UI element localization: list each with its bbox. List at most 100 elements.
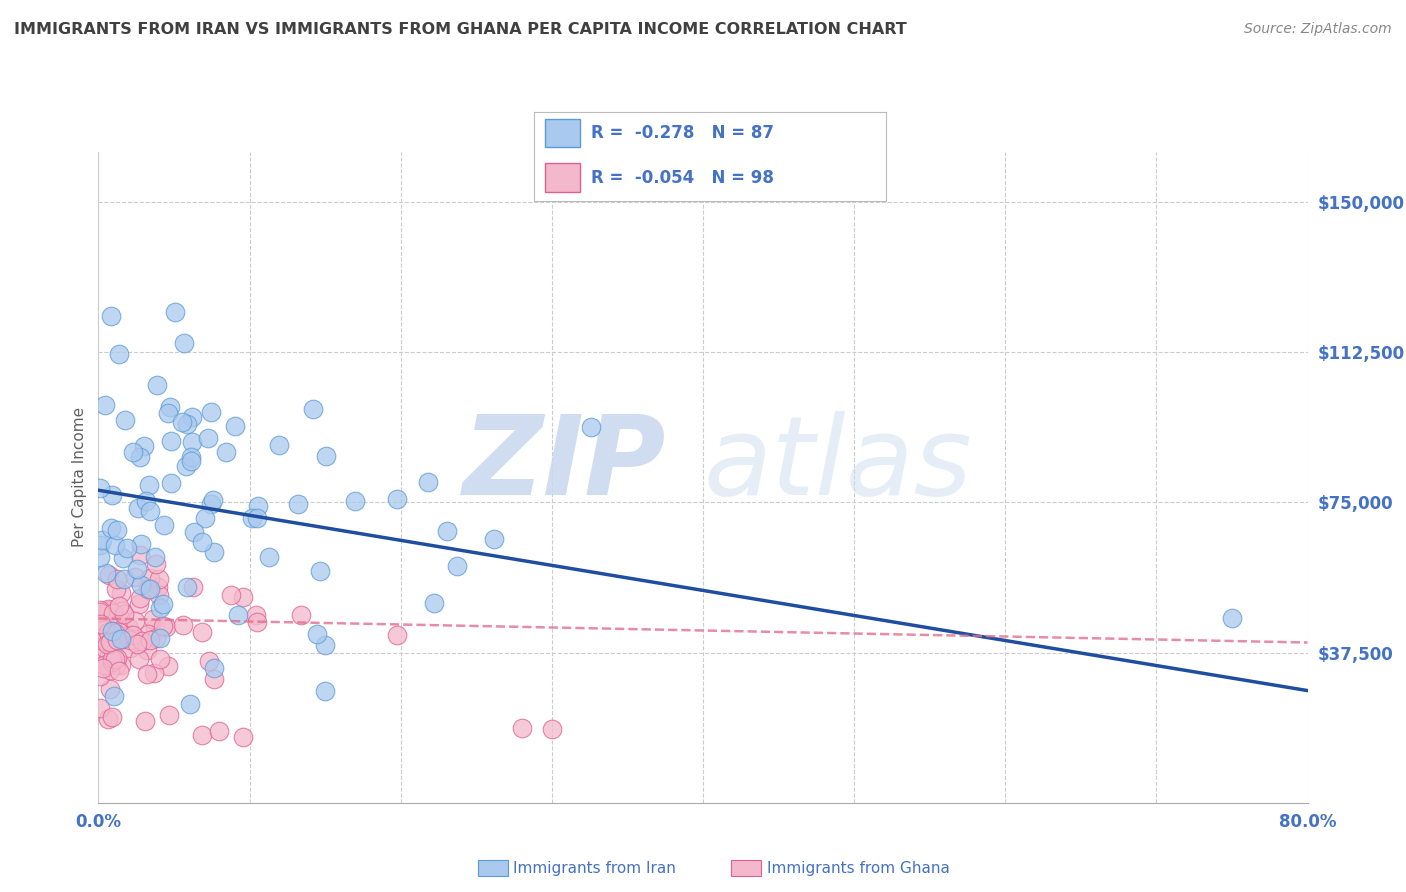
Point — [100, 309, 122, 323]
Point — [540, 723, 562, 737]
Point — [197, 431, 219, 445]
Point — [100, 521, 122, 535]
Point — [423, 596, 446, 610]
Point — [110, 586, 132, 600]
Point — [94, 566, 117, 580]
Point — [105, 523, 128, 537]
Text: R =  -0.278   N = 87: R = -0.278 N = 87 — [591, 124, 773, 142]
Point — [93, 658, 115, 673]
Point — [146, 377, 169, 392]
Point — [111, 551, 134, 566]
Point — [94, 398, 117, 412]
Point — [224, 418, 246, 433]
Point — [134, 439, 156, 453]
Point — [149, 600, 172, 615]
Point — [89, 538, 111, 552]
Point — [153, 518, 176, 533]
Point — [202, 661, 225, 675]
Point — [108, 599, 131, 614]
Point — [89, 549, 111, 564]
Point — [228, 608, 250, 623]
Point — [122, 445, 145, 459]
Point — [246, 499, 269, 513]
Point — [139, 572, 162, 586]
Point — [200, 497, 222, 511]
Point — [159, 434, 181, 449]
Point — [180, 450, 202, 464]
Point — [191, 625, 214, 640]
Point — [315, 449, 337, 463]
Point — [176, 580, 198, 594]
Point — [135, 494, 157, 508]
Point — [301, 402, 323, 417]
Point — [180, 454, 202, 468]
Point — [510, 721, 533, 735]
Point — [103, 606, 125, 620]
Point — [172, 415, 194, 429]
Point — [98, 682, 121, 697]
Point — [101, 655, 124, 669]
Point — [124, 570, 146, 584]
Point — [314, 683, 336, 698]
Point — [152, 618, 174, 632]
Point — [107, 664, 129, 678]
Point — [127, 501, 149, 516]
Point — [104, 652, 127, 666]
Point — [165, 304, 187, 318]
Point — [139, 582, 162, 596]
Point — [157, 707, 180, 722]
Point — [97, 625, 120, 640]
Point — [240, 511, 263, 525]
Point — [160, 475, 183, 490]
Point — [118, 621, 141, 635]
Point — [152, 597, 174, 611]
Point — [89, 701, 111, 715]
Point — [90, 617, 112, 632]
Bar — [544, 119, 579, 147]
Point — [191, 534, 214, 549]
Point — [181, 410, 204, 425]
Point — [128, 652, 150, 666]
Point — [129, 450, 152, 464]
Point — [100, 663, 122, 677]
Point — [436, 524, 458, 538]
Point — [98, 635, 121, 649]
Point — [135, 666, 157, 681]
Point — [149, 651, 172, 665]
Point — [105, 658, 128, 673]
Point — [136, 627, 159, 641]
Point — [128, 597, 150, 611]
Point — [111, 632, 134, 646]
Point — [96, 629, 118, 643]
Point — [246, 615, 269, 629]
Point — [385, 627, 408, 641]
Point — [179, 697, 201, 711]
Point — [97, 602, 120, 616]
Point — [145, 558, 167, 572]
Point — [194, 511, 217, 525]
Point — [103, 689, 125, 703]
Text: R =  -0.054   N = 98: R = -0.054 N = 98 — [591, 169, 773, 186]
Point — [98, 567, 121, 582]
Point — [148, 588, 170, 602]
Point — [97, 712, 120, 726]
Point — [315, 638, 337, 652]
Point — [93, 640, 115, 655]
Point — [100, 624, 122, 638]
Point — [129, 578, 152, 592]
Point — [385, 491, 408, 506]
Point — [91, 533, 114, 548]
Point — [215, 445, 238, 459]
Point — [105, 582, 128, 597]
Point — [134, 714, 156, 729]
Point — [173, 336, 195, 351]
Point — [142, 612, 165, 626]
Point — [96, 637, 118, 651]
Point — [105, 651, 128, 665]
Point — [110, 657, 132, 672]
Point — [200, 405, 222, 419]
Point — [482, 532, 505, 546]
Point — [446, 559, 468, 574]
Text: Immigrants from Ghana: Immigrants from Ghana — [766, 862, 949, 876]
Point — [104, 617, 127, 632]
